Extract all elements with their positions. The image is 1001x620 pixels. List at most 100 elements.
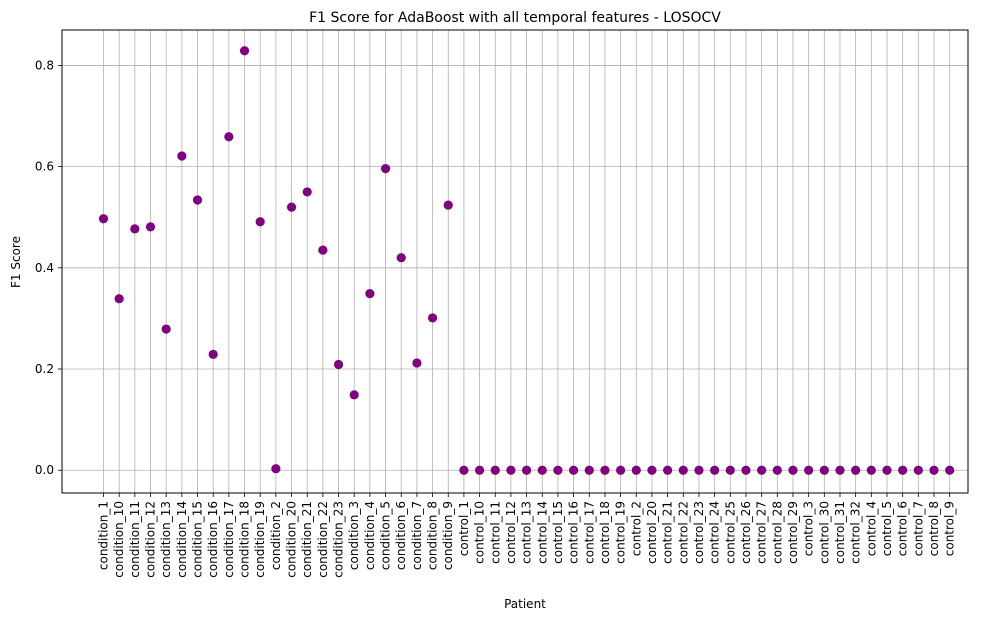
- y-axis-label: F1 Score: [9, 236, 23, 288]
- x-tick-label: control_12: [504, 501, 518, 564]
- x-tick-label: control_22: [676, 501, 690, 564]
- data-point: [318, 245, 328, 255]
- data-point: [616, 465, 626, 475]
- x-tick-label: control_9: [943, 501, 957, 556]
- data-point: [663, 465, 673, 475]
- data-points: [98, 46, 955, 475]
- x-tick-label: condition_7: [410, 501, 424, 570]
- data-point: [804, 465, 814, 475]
- x-tick-label: control_13: [520, 501, 534, 564]
- data-point: [866, 465, 876, 475]
- x-tick-label: condition_8: [426, 501, 440, 570]
- x-tick-label: control_15: [551, 501, 565, 564]
- y-tick-label: 0.2: [35, 362, 54, 376]
- y-tick-label: 0.0: [35, 463, 54, 477]
- data-point: [365, 289, 375, 299]
- data-point: [710, 465, 720, 475]
- plot-frame: [61, 29, 969, 494]
- data-point: [929, 465, 939, 475]
- data-point: [349, 390, 359, 400]
- x-tick-label: control_30: [817, 501, 831, 564]
- data-point: [521, 465, 532, 475]
- x-tick-label: control_21: [661, 501, 675, 564]
- x-tick-label: control_25: [723, 501, 737, 564]
- data-point: [255, 217, 265, 227]
- x-tick-label: condition_15: [191, 501, 205, 578]
- x-tick-label: condition_3: [347, 501, 361, 570]
- data-point: [490, 465, 500, 475]
- y-axis: 0.0 0.2 0.4 0.6 0.8: [35, 58, 62, 477]
- data-point: [537, 465, 547, 475]
- x-tick-label: control_29: [786, 501, 800, 564]
- data-point: [788, 465, 798, 475]
- data-point: [882, 465, 892, 475]
- x-tick-label: condition_9: [441, 501, 455, 570]
- data-point: [600, 465, 610, 475]
- data-point: [569, 465, 579, 475]
- x-tick-label: condition_18: [238, 501, 252, 578]
- x-tick-label: control_6: [896, 501, 910, 556]
- x-tick-label: control_1: [457, 501, 471, 556]
- data-point: [631, 465, 641, 475]
- data-point: [333, 359, 344, 370]
- data-point: [271, 464, 281, 474]
- data-point: [98, 214, 109, 224]
- data-point: [412, 358, 422, 368]
- x-tick-label: condition_10: [112, 501, 126, 578]
- data-point: [725, 465, 735, 475]
- x-tick-label: control_28: [770, 501, 784, 564]
- data-point: [835, 465, 845, 475]
- x-tick-label: control_3: [802, 501, 816, 556]
- x-tick-label: condition_4: [363, 501, 377, 570]
- data-point: [584, 465, 594, 475]
- data-point: [114, 294, 124, 304]
- x-tick-label: control_18: [598, 501, 612, 564]
- data-point: [177, 151, 187, 161]
- x-tick-label: condition_5: [379, 501, 393, 570]
- data-point: [161, 324, 171, 334]
- x-tick-label: control_19: [614, 501, 628, 564]
- x-tick-label: control_23: [692, 501, 706, 564]
- x-tick-label: condition_19: [253, 501, 267, 578]
- data-point: [224, 132, 234, 142]
- data-point: [192, 195, 203, 205]
- data-point: [427, 313, 438, 323]
- x-tick-label: condition_13: [159, 501, 173, 578]
- x-tick-label: control_4: [864, 501, 878, 556]
- x-tick-label: condition_1: [97, 501, 111, 570]
- grid: [62, 30, 968, 493]
- x-tick-label: control_10: [473, 501, 487, 564]
- data-point: [302, 187, 312, 197]
- x-tick-label: control_31: [833, 501, 847, 564]
- data-point: [694, 465, 704, 475]
- x-tick-label: condition_2: [269, 501, 283, 570]
- x-tick-label: condition_6: [394, 501, 408, 570]
- x-tick-label: control_14: [535, 501, 549, 564]
- data-point: [678, 465, 688, 475]
- data-point: [286, 202, 297, 212]
- x-tick-label: condition_17: [222, 501, 236, 578]
- x-tick-label: control_17: [582, 501, 596, 564]
- data-point: [772, 465, 782, 475]
- x-tick-label: control_32: [849, 501, 863, 564]
- data-point: [851, 465, 861, 475]
- x-tick-label: control_2: [629, 501, 643, 556]
- data-point: [553, 465, 563, 475]
- data-point: [208, 349, 218, 359]
- data-point: [819, 465, 829, 475]
- x-axis-label: Patient: [504, 597, 546, 611]
- x-tick-label: condition_16: [206, 501, 220, 578]
- data-point: [647, 465, 657, 475]
- data-point: [380, 164, 391, 174]
- data-point: [396, 253, 406, 263]
- x-tick-label: condition_20: [285, 501, 299, 578]
- x-tick-label: control_7: [911, 501, 925, 556]
- x-tick-label: control_27: [755, 501, 769, 564]
- x-tick-label: condition_12: [144, 501, 158, 578]
- data-point: [741, 465, 751, 475]
- x-tick-label: condition_14: [175, 501, 189, 578]
- data-point: [459, 465, 469, 475]
- data-point: [443, 200, 453, 210]
